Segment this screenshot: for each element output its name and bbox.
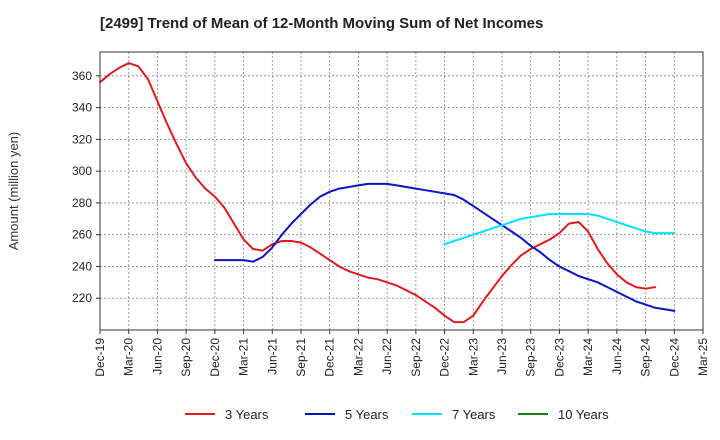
y-axis-title: Amount (million yen) (6, 132, 21, 251)
x-tick-label: Jun-21 (265, 338, 279, 375)
chart-title: [2499] Trend of Mean of 12-Month Moving … (100, 15, 544, 32)
legend-item: 10 Years (518, 407, 609, 422)
series-line-3-years (99, 62, 657, 324)
x-tick-label: Mar-24 (581, 338, 595, 376)
x-tick-label: Mar-21 (237, 338, 251, 376)
legend-label: 5 Years (345, 407, 389, 422)
x-tick-label: Sep-21 (294, 338, 308, 377)
grid (99, 52, 704, 330)
y-tick-label: 220 (72, 291, 92, 305)
series-layer (99, 62, 676, 324)
y-tick-label: 320 (72, 132, 92, 146)
x-tick-label: Sep-24 (639, 338, 653, 377)
x-tick-label: Jun-20 (150, 338, 164, 375)
legend-item: 7 Years (412, 407, 496, 422)
legend-item: 3 Years (185, 407, 269, 422)
y-tick-label: 280 (72, 196, 92, 210)
y-axis: 220 240 260 280 300 320 340 360 (72, 69, 100, 305)
legend-label: 10 Years (558, 407, 609, 422)
y-tick-label: 340 (72, 101, 92, 115)
y-tick-label: 260 (72, 228, 92, 242)
legend: 3 Years 5 Years 7 Years 10 Years (185, 407, 609, 422)
y-tick-label: 360 (72, 69, 92, 83)
x-tick-label: Jun-24 (610, 338, 624, 375)
x-tick-label: Mar-22 (351, 338, 365, 376)
y-tick-label: 240 (72, 259, 92, 273)
x-tick-label: Dec-19 (93, 338, 107, 377)
x-axis: Dec-19 Mar-20 Jun-20 Sep-20 Dec-20 Mar-21 Jun-… (93, 330, 710, 377)
x-tick-label: Dec-23 (552, 338, 566, 377)
x-tick-label: Dec-22 (438, 338, 452, 377)
x-tick-label: Mar-23 (466, 338, 480, 376)
series-line-7-years (443, 213, 676, 246)
x-tick-label: Sep-23 (524, 338, 538, 377)
legend-item: 5 Years (305, 407, 389, 422)
x-tick-label: Mar-25 (696, 338, 710, 376)
x-tick-label: Sep-22 (409, 338, 423, 377)
x-tick-label: Jun-23 (495, 338, 509, 375)
x-tick-label: Mar-20 (122, 338, 136, 376)
legend-label: 3 Years (225, 407, 269, 422)
x-tick-label: Jun-22 (380, 338, 394, 375)
plot-frame (99, 51, 704, 331)
x-tick-label: Dec-24 (667, 338, 681, 377)
x-tick-label: Sep-20 (179, 338, 193, 377)
x-tick-label: Dec-21 (323, 338, 337, 377)
y-tick-label: 300 (72, 164, 92, 178)
x-tick-label: Dec-20 (208, 338, 222, 377)
series-line-5-years (213, 182, 676, 312)
legend-label: 7 Years (452, 407, 496, 422)
